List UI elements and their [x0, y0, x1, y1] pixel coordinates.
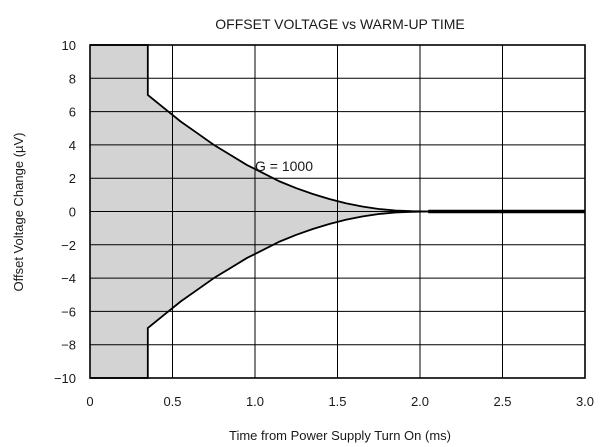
- x-tick-label: 1.0: [246, 394, 264, 409]
- y-tick-label: −2: [61, 238, 76, 253]
- y-tick-label: 10: [62, 38, 76, 53]
- x-tick-label: 1.5: [328, 394, 346, 409]
- y-axis-label: Offset Voltage Change (µV): [11, 132, 26, 291]
- y-tick-label: −6: [61, 304, 76, 319]
- y-tick-label: 0: [69, 205, 76, 220]
- y-tick-label: 2: [69, 171, 76, 186]
- x-tick-label: 3.0: [576, 394, 594, 409]
- y-tick-label: −8: [61, 338, 76, 353]
- y-tick-label: 6: [69, 105, 76, 120]
- upper-envelope-line: [90, 44, 585, 213]
- x-tick-label: 0.5: [163, 394, 181, 409]
- gain-annotation: G = 1000: [255, 158, 313, 174]
- lower-envelope-line: [90, 210, 585, 379]
- y-tick-label: 4: [69, 138, 76, 153]
- y-tick-label: 8: [69, 71, 76, 86]
- y-tick-label: −4: [61, 271, 76, 286]
- x-tick-label: 0: [86, 394, 93, 409]
- chart-title: OFFSET VOLTAGE vs WARM-UP TIME: [215, 16, 464, 32]
- plot-frame: [89, 44, 586, 379]
- x-tick-label: 2.5: [493, 394, 511, 409]
- y-tick-label: −10: [54, 371, 76, 386]
- plot-area: 0 0.5 1.0 1.5 2.0 2.5 3.0 10 8 6 4 2 0 −2 −4 −6 −8 −10 G =…: [54, 38, 594, 409]
- x-axis-label: Time from Power Supply Turn On (ms): [229, 428, 451, 443]
- x-tick-label: 2.0: [411, 394, 429, 409]
